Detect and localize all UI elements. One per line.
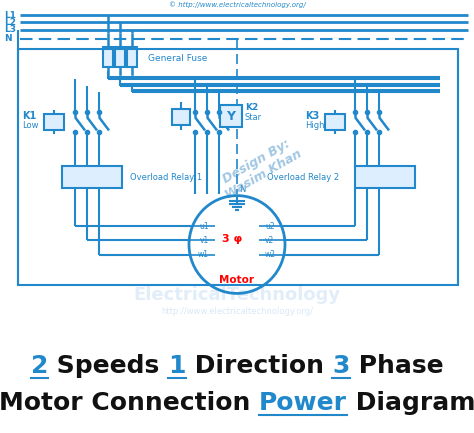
- Bar: [62, 166, 122, 188]
- Bar: [325, 114, 345, 130]
- Text: Direction: Direction: [185, 354, 332, 378]
- Bar: [127, 47, 137, 67]
- Text: Y: Y: [227, 110, 236, 123]
- Text: General Fuse: General Fuse: [148, 54, 207, 63]
- Text: ElectricalTechnology: ElectricalTechnology: [134, 287, 340, 304]
- Bar: [115, 47, 125, 67]
- Text: u1: u1: [200, 222, 209, 231]
- Text: Overload Relay 2: Overload Relay 2: [267, 173, 339, 182]
- Text: u2: u2: [265, 222, 274, 231]
- Bar: [220, 105, 242, 127]
- Text: Phase: Phase: [350, 354, 443, 378]
- Text: K1: K1: [22, 111, 36, 121]
- Bar: [18, 49, 458, 285]
- Text: 2: 2: [31, 354, 48, 378]
- Text: N: N: [4, 34, 12, 43]
- Bar: [172, 109, 190, 125]
- Text: Motor: Motor: [219, 275, 255, 285]
- Text: Overload Relay 1: Overload Relay 1: [130, 173, 202, 182]
- Text: 1: 1: [168, 354, 185, 378]
- Bar: [103, 47, 113, 67]
- Text: Motor Connection: Motor Connection: [0, 391, 259, 415]
- Text: Design By:
Wasim Khan: Design By: Wasim Khan: [216, 135, 304, 202]
- Text: Low: Low: [22, 121, 38, 130]
- Text: 3 φ: 3 φ: [222, 234, 242, 244]
- Text: w2: w2: [265, 250, 276, 259]
- Text: Star: Star: [245, 113, 262, 122]
- Text: v2: v2: [265, 236, 274, 245]
- Text: © http://www.electricaltechnology.org/: © http://www.electricaltechnology.org/: [169, 2, 305, 8]
- Text: K2: K2: [245, 103, 258, 112]
- Text: L3: L3: [4, 25, 16, 34]
- Text: Power: Power: [259, 391, 347, 415]
- Text: 3: 3: [332, 354, 350, 378]
- Text: High: High: [305, 121, 325, 130]
- Text: L1: L1: [4, 11, 16, 20]
- Text: K3: K3: [305, 111, 319, 121]
- Text: w1: w1: [198, 250, 209, 259]
- Text: http://www.electricaltechnology.org/: http://www.electricaltechnology.org/: [161, 307, 313, 316]
- Text: Diagram: Diagram: [347, 391, 474, 415]
- Text: v1: v1: [200, 236, 209, 245]
- Text: Speeds: Speeds: [48, 354, 168, 378]
- Text: L2: L2: [4, 18, 16, 27]
- Text: N: N: [239, 184, 245, 194]
- Bar: [355, 166, 415, 188]
- Bar: [44, 114, 64, 130]
